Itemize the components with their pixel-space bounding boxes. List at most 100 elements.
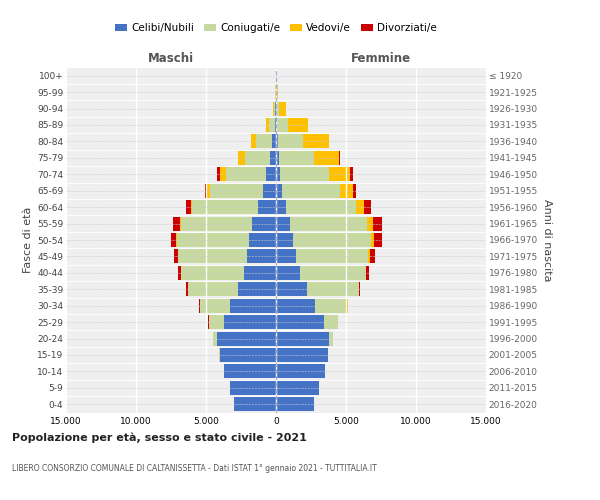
Text: LIBERO CONSORZIO COMUNALE DI CALTANISSETTA - Dati ISTAT 1° gennaio 2021 - TUTTIT: LIBERO CONSORZIO COMUNALE DI CALTANISSET… [12, 464, 377, 473]
Bar [276, 298, 315, 312]
Bar [181, 266, 244, 280]
Bar [367, 216, 373, 230]
Bar [173, 250, 178, 264]
Bar [323, 315, 338, 329]
Bar [353, 184, 356, 198]
Bar [276, 348, 328, 362]
Bar [273, 102, 274, 116]
Y-axis label: Anni di nascita: Anni di nascita [542, 198, 552, 281]
Bar [252, 216, 276, 230]
Bar [364, 200, 371, 214]
Bar [200, 298, 230, 312]
Bar [256, 134, 272, 148]
Bar [245, 151, 271, 165]
Bar [230, 381, 276, 395]
Bar [370, 250, 376, 264]
Bar [276, 168, 280, 181]
Bar [276, 381, 319, 395]
Bar [350, 168, 353, 181]
Bar [258, 200, 276, 214]
Bar [293, 233, 371, 247]
Bar [269, 118, 275, 132]
Bar [180, 216, 181, 230]
Bar [173, 216, 180, 230]
Bar [224, 315, 276, 329]
Bar [276, 216, 290, 230]
Bar [276, 184, 281, 198]
Bar [224, 364, 276, 378]
Bar [230, 298, 276, 312]
Bar [276, 266, 300, 280]
Bar [276, 332, 329, 345]
Bar [272, 134, 276, 148]
Text: Femmine: Femmine [351, 52, 411, 65]
Bar [181, 216, 252, 230]
Bar [329, 332, 332, 345]
Bar [347, 298, 349, 312]
Bar [275, 118, 276, 132]
Bar [374, 233, 382, 247]
Bar [191, 200, 192, 214]
Bar [277, 118, 288, 132]
Bar [199, 298, 200, 312]
Bar [315, 298, 347, 312]
Bar [209, 315, 224, 329]
Bar [314, 151, 339, 165]
Bar [276, 315, 323, 329]
Legend: Celibi/Nubili, Coniugati/e, Vedovi/e, Divorziati/e: Celibi/Nubili, Coniugati/e, Vedovi/e, Di… [111, 19, 441, 38]
Bar [238, 151, 245, 165]
Bar [300, 266, 365, 280]
Bar [176, 233, 250, 247]
Bar [276, 398, 314, 411]
Bar [266, 118, 269, 132]
Bar [226, 168, 266, 181]
Y-axis label: Fasce di età: Fasce di età [23, 207, 33, 273]
Bar [279, 151, 314, 165]
Bar [238, 282, 276, 296]
Bar [339, 151, 340, 165]
Bar [178, 250, 247, 264]
Bar [275, 102, 276, 116]
Bar [266, 168, 276, 181]
Bar [373, 216, 382, 230]
Text: Maschi: Maschi [148, 52, 194, 65]
Bar [205, 184, 208, 198]
Bar [276, 250, 296, 264]
Bar [210, 184, 263, 198]
Bar [340, 184, 353, 198]
Bar [234, 398, 276, 411]
Bar [276, 118, 277, 132]
Bar [247, 250, 276, 264]
Bar [276, 151, 279, 165]
Bar [281, 184, 340, 198]
Bar [192, 200, 258, 214]
Bar [178, 266, 181, 280]
Bar [329, 168, 350, 181]
Bar [170, 233, 176, 247]
Bar [244, 266, 276, 280]
Bar [356, 200, 364, 214]
Bar [288, 118, 308, 132]
Bar [304, 134, 329, 148]
Bar [276, 233, 293, 247]
Bar [307, 282, 359, 296]
Bar [276, 282, 307, 296]
Bar [274, 102, 275, 116]
Bar [187, 200, 191, 214]
Bar [208, 184, 210, 198]
Bar [220, 348, 276, 362]
Bar [251, 134, 256, 148]
Bar [296, 250, 368, 264]
Bar [278, 134, 304, 148]
Bar [365, 266, 367, 280]
Bar [220, 168, 226, 181]
Bar [276, 200, 286, 214]
Bar [276, 364, 325, 378]
Bar [280, 168, 329, 181]
Bar [367, 266, 369, 280]
Bar [286, 200, 356, 214]
Bar [213, 332, 217, 345]
Text: Popolazione per età, sesso e stato civile - 2021: Popolazione per età, sesso e stato civil… [12, 432, 307, 443]
Bar [280, 102, 286, 116]
Bar [188, 282, 238, 296]
